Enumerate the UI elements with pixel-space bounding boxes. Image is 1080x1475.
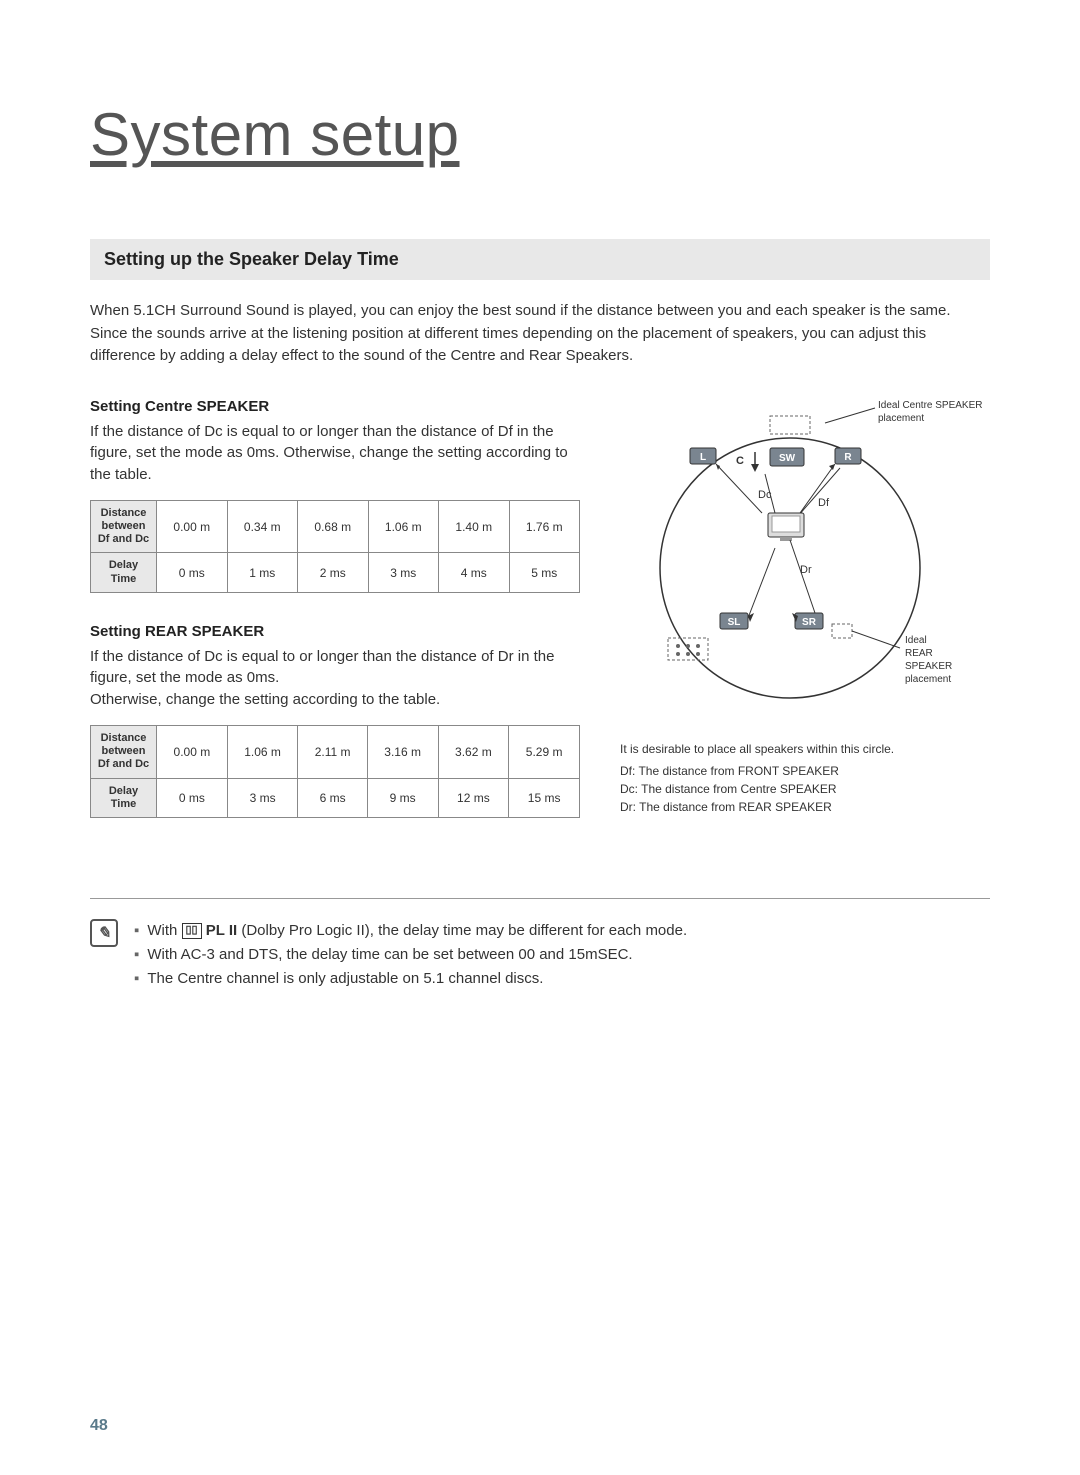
- note-text: The Centre channel is only adjustable on…: [147, 967, 543, 991]
- note1-bold: PL II: [206, 922, 237, 939]
- label-L: L: [700, 452, 706, 463]
- table-cell: 15 ms: [509, 778, 580, 817]
- table-cell: 9 ms: [367, 778, 438, 817]
- table-cell: 4 ms: [439, 553, 510, 592]
- label-SL: SL: [728, 617, 741, 628]
- label-Dc: Dc: [758, 489, 772, 501]
- row-header: Distance between Df and Dc: [91, 725, 157, 778]
- bullet-icon: ▪: [134, 967, 139, 991]
- centre-table: Distance between Df and Dc 0.00 m 0.34 m…: [90, 500, 580, 593]
- speaker-diagram: L C SW R Dc Df: [620, 398, 1000, 738]
- diagram-svg: L C SW R Dc Df: [620, 398, 1000, 738]
- table-cell: 5.29 m: [509, 725, 580, 778]
- table-cell: 0 ms: [157, 553, 228, 592]
- table-cell: 3.16 m: [367, 725, 438, 778]
- rear-text: If the distance of Dc is equal to or lon…: [90, 646, 580, 711]
- label-R: R: [844, 452, 852, 463]
- section-heading: Setting up the Speaker Delay Time: [90, 239, 990, 280]
- rear-table: Distance between Df and Dc 0.00 m 1.06 m…: [90, 725, 580, 818]
- note1-suffix: (Dolby Pro Logic II), the delay time may…: [237, 922, 687, 939]
- bullet-icon: ▪: [134, 943, 139, 967]
- intro-text: When 5.1CH Surround Sound is played, you…: [90, 300, 990, 368]
- dolby-icon: ▯▯: [182, 923, 202, 938]
- centre-text: If the distance of Dc is equal to or lon…: [90, 421, 580, 486]
- label-C: C: [736, 455, 744, 467]
- ideal-rear-label-4: placement: [905, 674, 951, 685]
- note-text: With ▯▯ PL II (Dolby Pro Logic II), the …: [147, 919, 687, 943]
- table-cell: 2 ms: [298, 553, 369, 592]
- rear-heading: Setting REAR SPEAKER: [90, 623, 580, 640]
- row-header: Delay Time: [91, 778, 157, 817]
- table-cell: 0.68 m: [298, 500, 369, 553]
- legend-dr: Dr: The distance from REAR SPEAKER: [620, 798, 1000, 816]
- table-cell: 12 ms: [438, 778, 509, 817]
- table-cell: 0.00 m: [157, 725, 228, 778]
- note-line: ▪ The Centre channel is only adjustable …: [134, 967, 687, 991]
- page-title: System setup: [90, 100, 990, 169]
- note-text: With AC-3 and DTS, the delay time can be…: [147, 943, 632, 967]
- table-cell: 3 ms: [227, 778, 298, 817]
- legend-dc: Dc: The distance from Centre SPEAKER: [620, 780, 1000, 798]
- table-cell: 5 ms: [509, 553, 580, 592]
- left-column: Setting Centre SPEAKER If the distance o…: [90, 398, 580, 848]
- row-header: Distance between Df and Dc: [91, 500, 157, 553]
- centre-heading: Setting Centre SPEAKER: [90, 398, 580, 415]
- diagram-caption: It is desirable to place all speakers wi…: [620, 742, 1000, 756]
- label-Dr: Dr: [800, 564, 812, 576]
- page-number: 48: [90, 1417, 108, 1435]
- ideal-rear-label-1: Ideal: [905, 635, 927, 646]
- note-line: ▪ With AC-3 and DTS, the delay time can …: [134, 943, 687, 967]
- legend-df: Df: The distance from FRONT SPEAKER: [620, 762, 1000, 780]
- ideal-rear-label-3: SPEAKER: [905, 661, 952, 672]
- table-row: Distance between Df and Dc 0.00 m 0.34 m…: [91, 500, 580, 553]
- table-cell: 6 ms: [298, 778, 367, 817]
- right-column: L C SW R Dc Df: [620, 398, 1000, 848]
- note-line: ▪ With ▯▯ PL II (Dolby Pro Logic II), th…: [134, 919, 687, 943]
- table-cell: 1.06 m: [227, 725, 298, 778]
- table-row: Distance between Df and Dc 0.00 m 1.06 m…: [91, 725, 580, 778]
- note-icon: ✎: [90, 919, 118, 947]
- table-cell: 1.76 m: [509, 500, 580, 553]
- table-cell: 3 ms: [368, 553, 439, 592]
- ideal-centre-label-2: placement: [878, 413, 924, 424]
- table-cell: 0.00 m: [157, 500, 228, 553]
- table-cell: 0.34 m: [227, 500, 298, 553]
- table-cell: 1.06 m: [368, 500, 439, 553]
- notes-list: ▪ With ▯▯ PL II (Dolby Pro Logic II), th…: [134, 919, 687, 991]
- table-cell: 1.40 m: [439, 500, 510, 553]
- table-cell: 2.11 m: [298, 725, 367, 778]
- notes-section: ✎ ▪ With ▯▯ PL II (Dolby Pro Logic II), …: [90, 898, 990, 991]
- label-SR: SR: [802, 617, 817, 628]
- bullet-icon: ▪: [134, 919, 139, 943]
- table-cell: 0 ms: [157, 778, 228, 817]
- table-cell: 1 ms: [227, 553, 298, 592]
- label-Df: Df: [818, 497, 830, 509]
- note1-prefix: With: [147, 922, 181, 939]
- label-SW: SW: [779, 453, 796, 464]
- row-header: Delay Time: [91, 553, 157, 592]
- ideal-centre-label-1: Ideal Centre SPEAKER: [878, 400, 983, 411]
- table-row: Delay Time 0 ms 3 ms 6 ms 9 ms 12 ms 15 …: [91, 778, 580, 817]
- ideal-rear-label-2: REAR: [905, 648, 933, 659]
- table-row: Delay Time 0 ms 1 ms 2 ms 3 ms 4 ms 5 ms: [91, 553, 580, 592]
- table-cell: 3.62 m: [438, 725, 509, 778]
- diagram-legend: Df: The distance from FRONT SPEAKER Dc: …: [620, 762, 1000, 816]
